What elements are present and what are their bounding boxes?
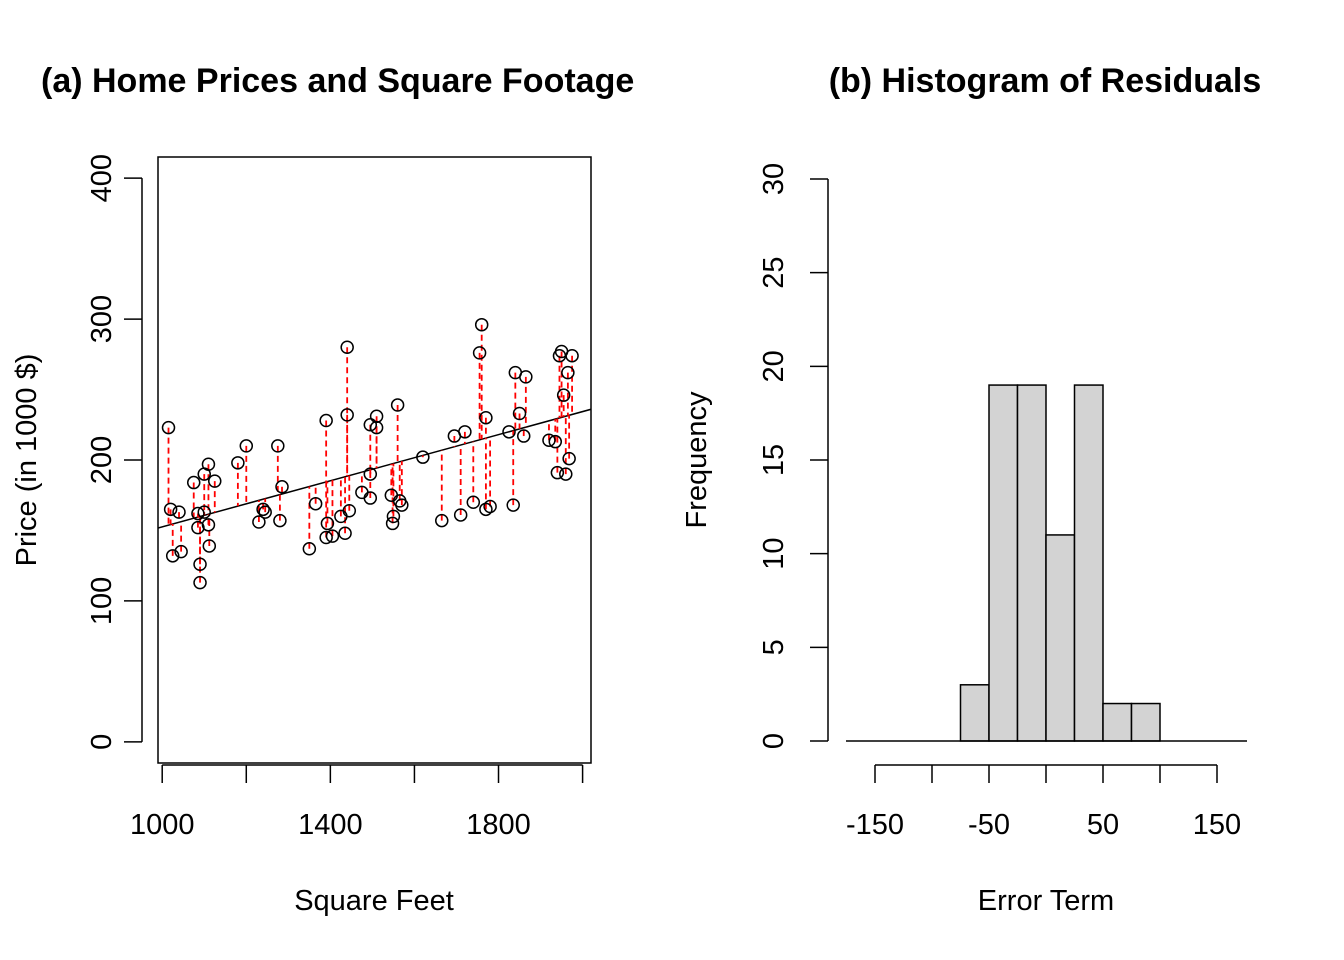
data-point [302, 542, 317, 556]
histogram-bar [988, 384, 1019, 742]
data-point [275, 480, 289, 494]
data-point [319, 530, 333, 545]
data-point [395, 498, 409, 512]
y-tick-label: 400 [86, 154, 118, 202]
data-point [519, 370, 533, 384]
data-point [325, 529, 340, 543]
data-point [174, 544, 188, 559]
data-point [319, 413, 333, 428]
data-point [385, 516, 400, 531]
data-point [273, 513, 287, 528]
data-point [483, 499, 497, 514]
data-point [258, 505, 272, 519]
data-point [231, 456, 245, 470]
histogram-bar [1102, 702, 1133, 742]
data-point [340, 408, 354, 422]
data-point [516, 429, 531, 443]
data-point [453, 508, 468, 522]
histogram-bar [1016, 384, 1047, 742]
data-point [163, 502, 178, 517]
data-point [340, 340, 354, 355]
y-tick-label: 30 [758, 163, 790, 195]
y-axis-label: Price (in 1000 $) [11, 354, 43, 567]
data-point [548, 434, 563, 449]
data-point [565, 348, 579, 363]
data-point [338, 526, 352, 541]
data-point [512, 406, 527, 421]
x-tick-label: 1400 [298, 809, 363, 841]
x-tick-label: 1800 [466, 809, 531, 841]
data-point [193, 575, 207, 590]
data-point [458, 425, 472, 439]
data-point [561, 365, 575, 380]
data-point [239, 439, 254, 453]
chart-title: (b) Histogram of Residuals [829, 62, 1262, 100]
data-point [502, 425, 516, 439]
x-tick-label: 50 [1087, 809, 1119, 841]
y-tick-label: 15 [758, 444, 790, 476]
regression-line [158, 408, 591, 529]
data-point [435, 513, 449, 528]
data-point [252, 515, 266, 529]
y-tick-label: 0 [758, 733, 790, 749]
x-tick-label: 150 [1193, 809, 1241, 841]
data-point [308, 496, 323, 511]
data-point [474, 317, 489, 332]
data-point [363, 418, 378, 432]
data-point [386, 509, 401, 524]
x-tick-label: -150 [846, 809, 904, 841]
data-point [201, 457, 216, 471]
data-point [363, 467, 378, 481]
data-point [466, 495, 481, 510]
data-point [320, 516, 335, 531]
histogram-bar [959, 684, 990, 742]
data-point [172, 505, 186, 519]
data-point [542, 433, 556, 448]
x-tick-label: 1000 [130, 809, 195, 841]
data-point [201, 518, 216, 532]
data-point [256, 502, 270, 517]
data-point [208, 474, 222, 488]
data-point [506, 498, 520, 512]
data-point [363, 491, 378, 505]
data-point [186, 475, 201, 490]
data-point [165, 549, 180, 563]
data-point [342, 503, 357, 518]
y-tick-label: 20 [758, 350, 790, 382]
histogram-bar [1045, 534, 1076, 742]
y-tick-label: 0 [86, 734, 118, 750]
scatter-chart: (a) Home Prices and Square Footage 1000 1… [11, 62, 634, 917]
data-point [562, 451, 576, 466]
chart-title: (a) Home Prices and Square Footage [41, 62, 634, 100]
histogram-bar [1130, 702, 1161, 742]
data-point [556, 388, 571, 402]
plot-frame [157, 156, 592, 764]
data-point [472, 346, 487, 360]
y-tick-label: 10 [758, 538, 790, 570]
y-tick-label: 300 [86, 295, 118, 343]
histogram-bar [1073, 384, 1104, 742]
y-axis-label: Frequency [681, 391, 713, 529]
x-axis-label: Square Feet [294, 885, 454, 917]
data-point [197, 505, 211, 519]
data-point [479, 410, 493, 425]
data-point [271, 439, 285, 453]
data-point [559, 467, 573, 481]
data-point [202, 539, 217, 553]
y-tick-label: 25 [758, 257, 790, 289]
y-tick-label: 100 [86, 577, 118, 625]
x-tick-label: -50 [968, 809, 1010, 841]
data-point [161, 420, 176, 435]
y-tick-label: 5 [758, 639, 790, 655]
data-point [369, 420, 384, 435]
x-axis-label: Error Term [978, 885, 1114, 917]
data-point [191, 506, 205, 521]
data-point [550, 465, 565, 480]
y-tick-label: 200 [86, 436, 118, 484]
data-point [390, 398, 405, 412]
data-point [193, 557, 207, 572]
data-point [416, 450, 430, 464]
